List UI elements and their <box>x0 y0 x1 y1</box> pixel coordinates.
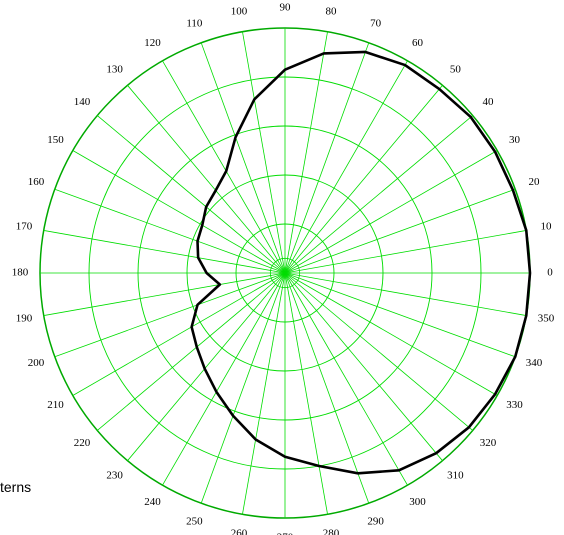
spoke-line <box>200 42 286 274</box>
angle-tick-label: 20 <box>529 176 541 188</box>
angle-tick-label: 70 <box>370 18 382 30</box>
spoke-line <box>242 31 286 274</box>
spoke-line <box>284 272 498 396</box>
spoke-line <box>284 230 527 274</box>
spoke-line <box>284 150 498 274</box>
cropped-caption-text: terns <box>0 479 32 495</box>
series-layer <box>190 50 532 475</box>
angle-tick-label: 180 <box>12 267 29 279</box>
spoke-line <box>242 272 286 515</box>
spoke-line <box>284 272 527 316</box>
angle-tick-label: 80 <box>326 6 338 18</box>
angle-tick-label: 280 <box>323 528 340 535</box>
pattern-series-line <box>190 50 532 475</box>
angle-tick-label: 250 <box>186 516 203 528</box>
angle-tick-label: 350 <box>538 313 555 325</box>
spoke-line <box>284 60 408 274</box>
angle-tick-label: 240 <box>144 496 161 508</box>
spoke-line <box>284 85 443 274</box>
angle-tick-label: 140 <box>74 96 91 108</box>
angle-tick-label: 50 <box>450 64 462 76</box>
spoke-line <box>200 272 286 504</box>
spoke-line <box>284 272 408 486</box>
spoke-line <box>284 42 370 274</box>
angle-tick-label: 200 <box>28 357 45 369</box>
angle-tick-label: 40 <box>483 96 495 108</box>
angle-tick-label: 260 <box>231 528 248 535</box>
spoke-line <box>284 272 473 431</box>
spoke-line <box>162 272 286 486</box>
spoke-line <box>54 188 286 274</box>
angle-tick-label: 190 <box>16 313 33 325</box>
angle-tick-label: 90 <box>280 2 292 14</box>
spoke-line <box>284 272 328 515</box>
angle-tick-label: 160 <box>28 176 45 188</box>
angle-tick-label: 340 <box>526 357 543 369</box>
angle-tick-label: 330 <box>506 399 523 411</box>
angular-tick-labels: 0 10 20 30 40 50 60 70 80 90 100 110 120 130 140 150 160… <box>12 2 555 535</box>
angle-tick-label: 170 <box>16 221 33 233</box>
angle-tick-label: 320 <box>480 437 497 449</box>
spoke-line <box>162 60 286 274</box>
spoke-line <box>284 188 516 274</box>
angle-tick-label: 100 <box>231 6 248 18</box>
spoke-line <box>72 272 286 396</box>
angle-tick-label: 220 <box>74 437 91 449</box>
angle-tick-label: 10 <box>540 221 552 233</box>
angle-tick-label: 270 <box>277 532 294 535</box>
spoke-line <box>54 272 286 358</box>
spoke-line <box>284 272 443 461</box>
spoke-line <box>284 31 328 274</box>
angle-tick-label: 230 <box>106 470 123 482</box>
spoke-line <box>43 230 286 274</box>
spoke-line <box>284 272 516 358</box>
angle-tick-label: 120 <box>144 37 161 49</box>
spoke-line <box>72 150 286 274</box>
spoke-line <box>284 272 370 504</box>
spoke-line <box>127 85 286 274</box>
spoke-line <box>127 272 286 461</box>
angle-tick-label: 310 <box>447 470 464 482</box>
angle-tick-label: 30 <box>509 134 521 146</box>
angle-tick-label: 0 <box>547 267 553 279</box>
spoke-line <box>284 115 473 274</box>
angle-tick-label: 150 <box>47 134 64 146</box>
angle-tick-label: 300 <box>409 496 426 508</box>
angle-tick-label: 130 <box>106 64 123 76</box>
polar-grid <box>39 27 531 519</box>
spoke-line <box>43 272 286 316</box>
angle-tick-label: 110 <box>186 18 203 30</box>
spoke-line <box>97 272 286 431</box>
angle-tick-label: 290 <box>367 516 384 528</box>
angle-tick-label: 60 <box>412 37 424 49</box>
spoke-line <box>97 115 286 274</box>
angle-tick-label: 210 <box>47 399 64 411</box>
